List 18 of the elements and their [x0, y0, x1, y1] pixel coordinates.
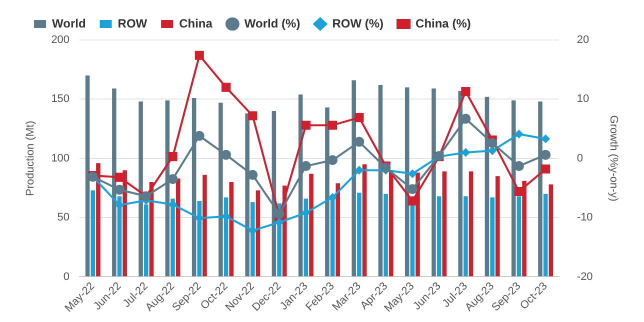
y2-tick-label: 20 — [576, 34, 590, 46]
y2-axis-title: Growth (%y-on-y) — [607, 115, 620, 202]
y-tick-label: 150 — [51, 93, 70, 106]
legend-label: China (%) — [416, 16, 471, 30]
legend-label: World — [52, 16, 86, 30]
legend-label: ROW — [118, 16, 148, 30]
y-tick-label: 200 — [51, 34, 70, 46]
legend-label: World (%) — [244, 16, 300, 30]
y2-tick-label: 0 — [576, 152, 584, 164]
y-tick-label: 50 — [57, 212, 70, 224]
y-tick-label: 0 — [63, 270, 70, 283]
y-tick-label: 100 — [51, 152, 70, 164]
legend-label: China — [179, 16, 213, 30]
y2-tick-label: 10 — [576, 93, 590, 106]
y2-tick-label: -10 — [576, 212, 593, 224]
y2-tick-label: -20 — [576, 270, 593, 283]
legend-label: ROW (%) — [332, 16, 384, 30]
y-axis-title: Production (Mt) — [24, 120, 37, 196]
